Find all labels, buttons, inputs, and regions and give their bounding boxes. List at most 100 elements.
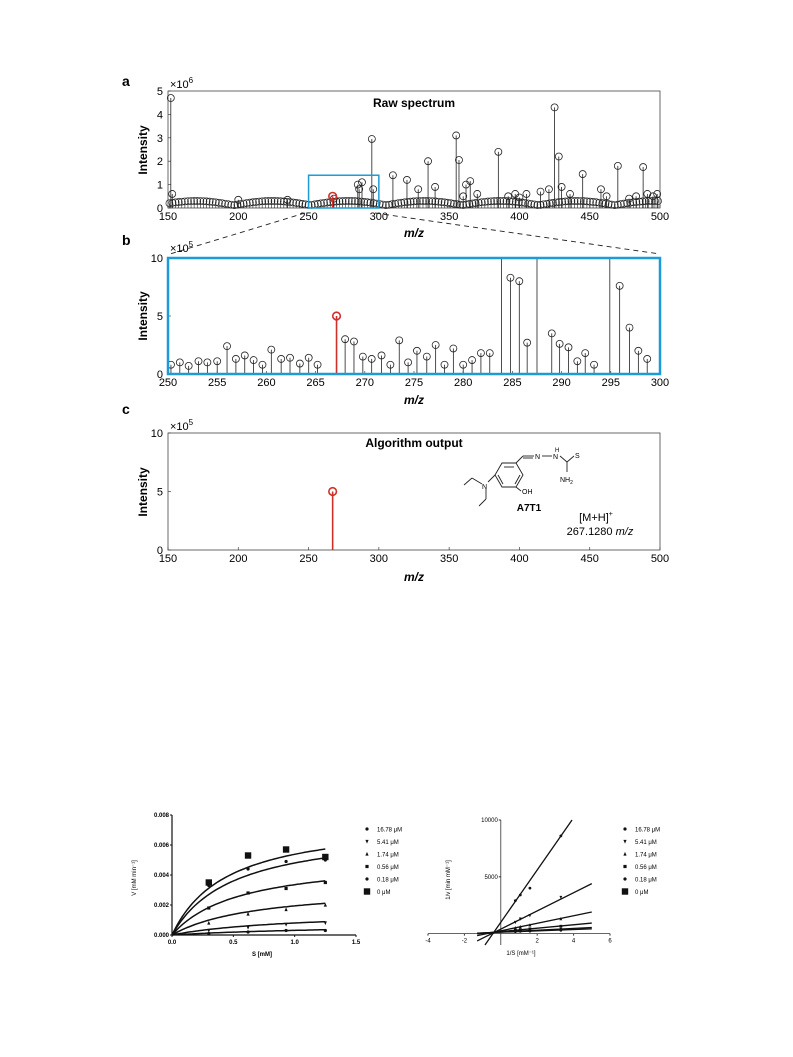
noise-marker <box>443 198 452 207</box>
data-marker <box>518 929 522 933</box>
x-tick-label: 280 <box>454 377 472 389</box>
y-tick-label: 0.008 <box>154 813 170 819</box>
x-tick-label: 1.5 <box>352 940 361 946</box>
peak-marker <box>455 156 463 164</box>
data-marker <box>246 891 250 895</box>
peak-marker <box>515 277 524 286</box>
noise-marker <box>252 198 260 206</box>
peak-marker <box>313 360 322 369</box>
data-marker <box>284 907 288 912</box>
data-marker <box>323 921 327 926</box>
noise-marker <box>357 197 365 206</box>
michaelis-menten-chart: V [mM min⁻¹] S [mM] 0.0 0.5 1.0 1.5 0.000 0.0… <box>132 813 402 958</box>
noise-marker <box>558 197 567 206</box>
ion-charge: + <box>609 511 613 518</box>
x-tick-label: 1.0 <box>290 940 299 946</box>
peak-marker <box>578 170 587 178</box>
noise-marker <box>437 198 446 206</box>
y-tick-label: 5000 <box>484 875 498 881</box>
x-tick-label: 0.0 <box>168 940 177 946</box>
peak-marker <box>166 94 175 102</box>
data-marker <box>207 906 211 910</box>
noise-marker <box>440 198 449 207</box>
peak-marker <box>639 163 648 171</box>
noise-marker <box>477 198 486 207</box>
y-tick-label: 3 <box>157 133 163 145</box>
peak-marker <box>602 192 611 201</box>
chemical-structure <box>463 455 575 507</box>
raw-spectrum-chart: Raw spectrum Intensity m/z ×106 150 200 25… <box>136 76 669 240</box>
x-tick-label: 250 <box>299 211 317 223</box>
data-marker <box>244 852 252 859</box>
y-tick-label: 10 <box>151 428 163 440</box>
noise-marker <box>545 199 554 208</box>
noise-marker <box>651 197 659 205</box>
bond <box>566 455 575 463</box>
noise-marker <box>351 197 359 205</box>
ion-text: [M+H] <box>579 512 609 524</box>
exponent-base: ×10 <box>170 243 189 255</box>
legend-label: 16.78 μM <box>635 828 660 834</box>
noise-marker <box>604 200 613 208</box>
mz-unit: m/z <box>616 526 634 538</box>
peak-marker <box>350 337 358 346</box>
noise-marker <box>480 197 489 206</box>
x-axis-label: m/z <box>404 393 424 407</box>
noise-marker <box>264 197 273 205</box>
fit-curve <box>171 920 326 936</box>
noise-marker <box>372 199 381 208</box>
x-tick-label: 250 <box>159 377 177 389</box>
peak-marker <box>414 185 423 194</box>
noise-marker <box>292 199 301 207</box>
noise-marker <box>211 198 220 207</box>
x-tick-label: 285 <box>503 377 521 389</box>
peak-marker <box>277 355 286 363</box>
compound-name: A7T1 <box>517 503 542 514</box>
peak-marker <box>249 356 258 364</box>
noise-marker <box>242 199 251 207</box>
peak-marker <box>234 195 243 204</box>
noise-marker <box>366 198 375 207</box>
y-axis-label: Intensity <box>136 291 150 341</box>
y-tick-label: 5 <box>157 311 163 323</box>
peak-marker <box>367 135 376 143</box>
fit-curve <box>171 902 326 936</box>
noise-marker <box>613 200 622 209</box>
x-tick-label: 0.5 <box>229 940 238 946</box>
x-tick-label: 150 <box>159 211 177 223</box>
noise-marker <box>589 198 597 206</box>
x-tick-label: 4 <box>572 939 576 945</box>
x-tick-label: 500 <box>651 211 669 223</box>
y-tick-label: 10 <box>151 253 163 265</box>
y-tick-label: 5 <box>157 487 163 499</box>
data-marker <box>365 877 369 881</box>
noise-marker <box>446 199 455 208</box>
noise-marker <box>249 198 257 207</box>
data-marker <box>528 886 532 890</box>
x-tick-label: -2 <box>462 939 468 945</box>
x-tick-label: -4 <box>425 939 431 945</box>
peak-marker <box>468 356 476 364</box>
y-tick-label: 0.000 <box>154 933 170 939</box>
noise-marker <box>317 199 325 208</box>
exponent-base: ×10 <box>170 421 189 433</box>
zoom-frame <box>166 256 662 376</box>
peak-marker <box>355 185 364 194</box>
noise-marker <box>468 199 477 208</box>
peak-marker <box>175 358 184 367</box>
noise-marker <box>428 197 437 206</box>
structure-labels: N OH N N H S NH2 <box>482 448 580 496</box>
noise-marker <box>196 197 205 205</box>
peak-marker <box>550 103 559 112</box>
noise-marker <box>382 201 390 209</box>
peak-marker <box>545 185 553 194</box>
noise-marker <box>323 198 331 207</box>
noise-marker <box>416 197 424 205</box>
noise-marker <box>595 198 604 207</box>
peak-marker <box>440 360 449 369</box>
data-marker <box>623 877 627 881</box>
sulfur-label: S <box>575 453 580 460</box>
peak-marker <box>615 281 624 290</box>
peak-marker <box>424 157 432 166</box>
legend-label: 1.74 μM <box>377 853 399 859</box>
